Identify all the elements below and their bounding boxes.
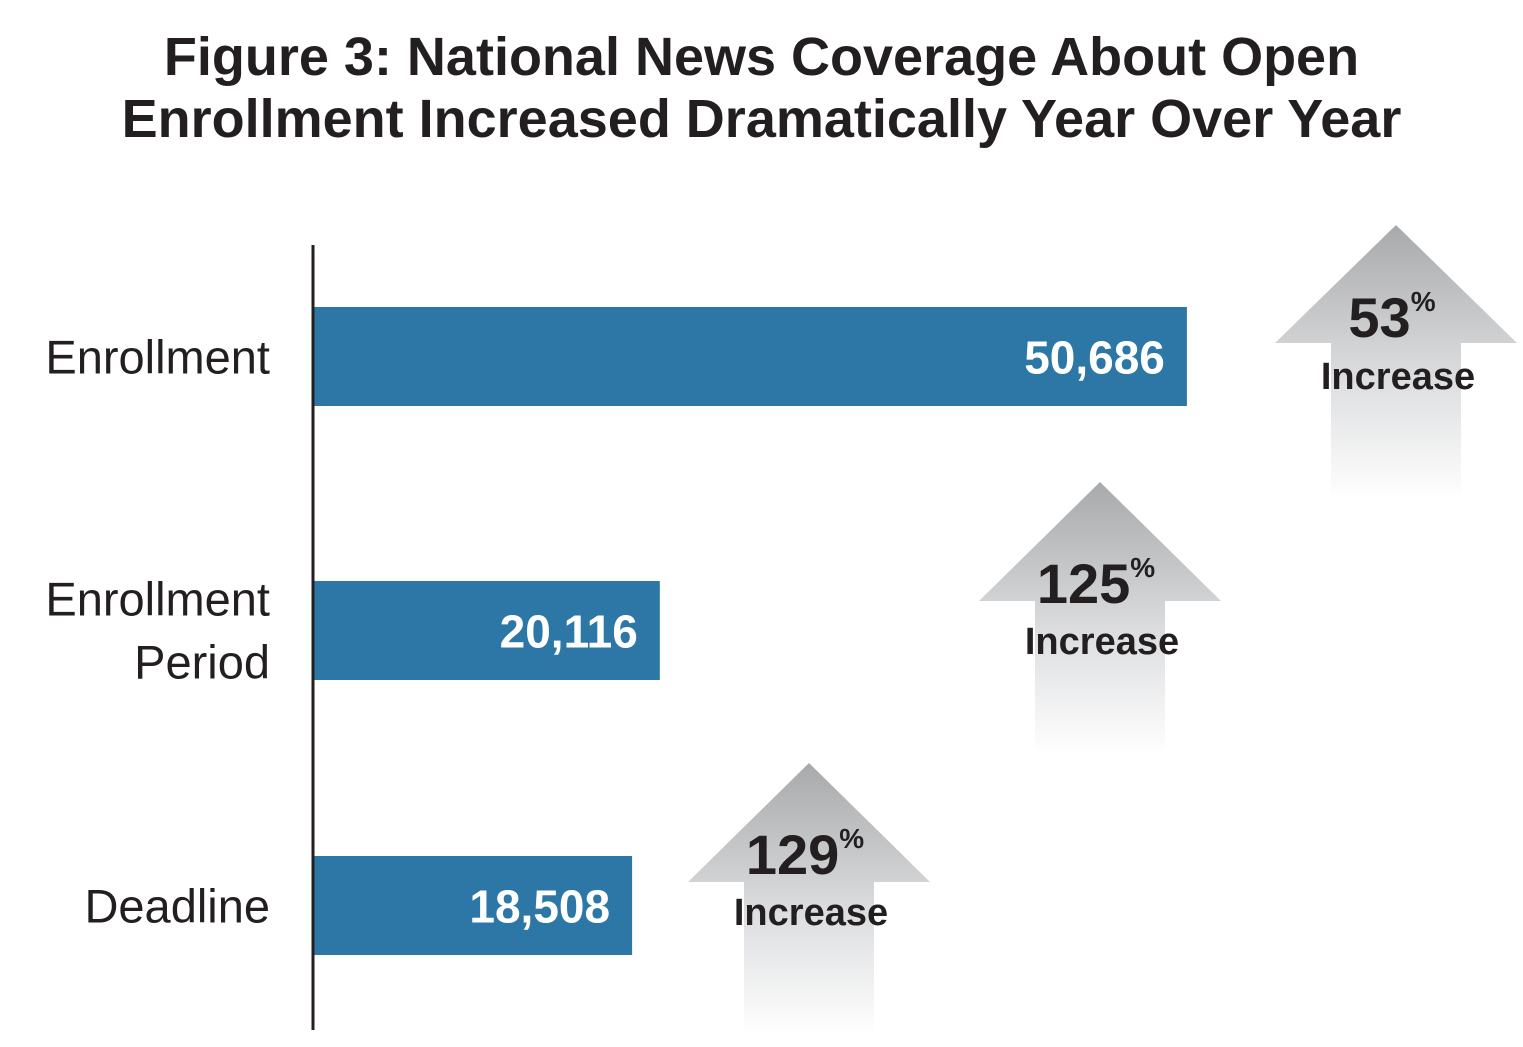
category-labels: Enrollment Enrollment Period Deadline xyxy=(45,331,270,933)
value-label-enrollment: 50,686 xyxy=(1024,332,1165,384)
percent-sign: % xyxy=(839,823,864,854)
chart-title-line-1: Figure 3: National News Coverage About O… xyxy=(163,27,1360,87)
category-label-line: Enrollment xyxy=(45,573,270,626)
category-label-enrollment-period: Enrollment Period xyxy=(45,573,270,689)
increase-label-enrollment-period: Increase xyxy=(1025,621,1179,663)
bar-deadline xyxy=(313,856,633,955)
bars: 50,686 20,116 18,508 xyxy=(313,307,1187,955)
bar-enrollment-period xyxy=(313,581,660,680)
increase-label-enrollment: Increase xyxy=(1321,356,1475,398)
increase-arrow-deadline xyxy=(688,763,930,1035)
value-label-deadline: 18,508 xyxy=(469,881,610,933)
chart-title: Figure 3: National News Coverage About O… xyxy=(0,26,1523,150)
chart-title-line-2: Enrollment Increased Dramatically Year O… xyxy=(121,89,1402,149)
percent-sign: % xyxy=(1130,552,1155,583)
value-label-enrollment-period: 20,116 xyxy=(500,606,638,658)
increase-label-deadline: Increase xyxy=(734,892,888,934)
category-label-enrollment: Enrollment xyxy=(45,331,270,384)
increase-arrow-enrollment-period xyxy=(979,482,1221,755)
category-label-line: Period xyxy=(134,636,270,689)
increase-arrow-enrollment xyxy=(1275,225,1517,500)
bar-enrollment xyxy=(313,307,1187,406)
percent-sign: % xyxy=(1411,286,1436,317)
category-label-deadline: Deadline xyxy=(84,880,270,933)
